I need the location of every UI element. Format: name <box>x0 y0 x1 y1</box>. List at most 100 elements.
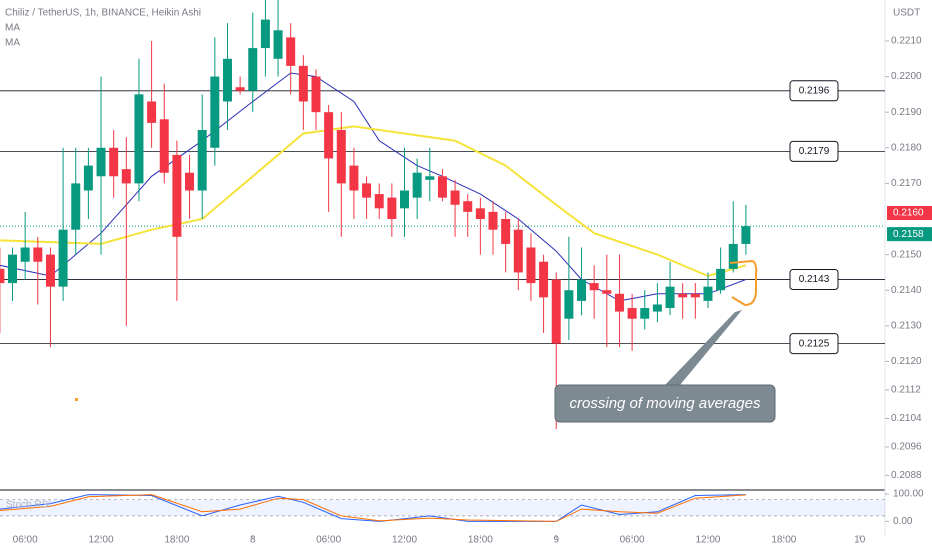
level-tag <box>789 140 839 162</box>
candle-body <box>121 169 131 184</box>
y-tick-label: 0.2150 <box>891 249 922 260</box>
price-tag-label: 0.2158 <box>893 229 924 240</box>
stoch-tick-label: 100.00 <box>893 489 924 500</box>
x-tick-label: 06:00 <box>13 535 38 546</box>
candle-body <box>627 308 637 319</box>
candle-body <box>20 247 30 262</box>
candle-body <box>539 261 549 298</box>
candle-body <box>0 268 5 284</box>
candle-body <box>235 87 245 91</box>
candle-body <box>488 211 498 230</box>
candle-body <box>147 101 157 123</box>
candle-body <box>362 183 372 198</box>
candle-body <box>172 154 182 237</box>
overlay: 0.2210 0.2200 0.2190 0.2180 0.2170 0.2150 0.21… <box>0 36 932 546</box>
candle-body <box>614 293 624 312</box>
y-tick-label: 0.2096 <box>891 442 922 453</box>
candle-body <box>652 304 662 312</box>
y-tick-label: 0.2210 <box>891 36 922 47</box>
candle-body <box>71 183 81 230</box>
candle-body <box>665 286 675 309</box>
y-tick-label: 0.2140 <box>891 285 922 296</box>
candle-body <box>513 229 523 273</box>
x-tick-label: 9 <box>553 535 559 546</box>
legend-entry: MA <box>5 23 20 34</box>
y-tick-label: 0.2180 <box>891 142 922 153</box>
candle-body <box>690 293 700 298</box>
y-tick-label: 0.2130 <box>891 320 922 331</box>
candle-body <box>324 112 334 159</box>
candle-body <box>589 283 599 291</box>
stoch-band <box>0 499 885 516</box>
candle-body <box>602 290 612 294</box>
dot <box>75 398 78 401</box>
candle-body <box>96 147 106 177</box>
x-tick-label: 06:00 <box>620 535 645 546</box>
x-tick-label: 12:00 <box>89 535 114 546</box>
candle-body <box>551 279 561 344</box>
y-tick-label: 0.2170 <box>891 178 922 189</box>
y-tick-label: 0.2200 <box>891 71 922 82</box>
level-label: 0.2125 <box>799 338 830 349</box>
candle-body <box>577 279 587 301</box>
candle-body <box>336 129 346 184</box>
candle-body <box>501 219 511 244</box>
legend-entry: MA <box>5 38 20 49</box>
moving-average <box>0 125 747 278</box>
y-tick-label: 0.2120 <box>891 356 922 367</box>
candle-body <box>45 254 55 287</box>
level-tag <box>789 333 839 355</box>
candle-body <box>463 201 473 212</box>
highlight-bracket <box>729 259 758 307</box>
candle-body <box>640 308 650 319</box>
x-tick-label: 10 <box>854 535 866 546</box>
candle-body <box>564 290 574 319</box>
callout-pointer <box>665 310 742 385</box>
y-tick-label: 0.2112 <box>891 385 921 396</box>
candle-body <box>83 165 93 191</box>
indicator-label: Stoch RSI <box>6 500 51 511</box>
candle-body <box>273 30 283 59</box>
candle-body <box>222 58 232 102</box>
price-tag-label: 0.2160 <box>893 208 924 219</box>
candle-body <box>311 76 321 113</box>
annotation: crossing of moving averages <box>570 395 761 412</box>
candle-body <box>298 65 308 102</box>
level-tag <box>789 80 839 102</box>
x-tick-label: 18:00 <box>468 535 493 546</box>
candle-body <box>248 48 258 91</box>
candle-body <box>134 94 144 184</box>
candle-body <box>437 176 447 198</box>
candle-body <box>8 254 18 284</box>
level-label: 0.2179 <box>799 146 830 157</box>
y-tick-label: 0.2088 <box>891 470 922 481</box>
x-tick-label: 18:00 <box>771 535 796 546</box>
candle-body <box>374 194 384 209</box>
candle-body <box>185 172 195 191</box>
x-tick-label: 18:00 <box>164 535 189 546</box>
candle-body <box>58 229 68 287</box>
chart-title: Chiliz / TetherUS, 1h, BINANCE, Heikin A… <box>5 8 201 19</box>
level-label: 0.2143 <box>799 274 830 285</box>
x-tick-label: 12:00 <box>392 535 417 546</box>
x-tick-label: 8 <box>250 535 256 546</box>
x-tick-label: 12:00 <box>695 535 720 546</box>
candle-body <box>741 226 751 244</box>
candle-body <box>159 119 169 173</box>
candle-body <box>450 190 460 205</box>
y-axis-label: USDT <box>893 8 920 19</box>
candle-body <box>260 19 270 49</box>
candle-body <box>400 190 410 209</box>
candle-body <box>703 286 713 301</box>
candle-body <box>475 208 485 220</box>
candle-body <box>716 268 726 291</box>
price-tag <box>887 206 932 221</box>
main-pane <box>0 0 885 430</box>
x-tick-label: 06:00 <box>316 535 341 546</box>
candle-body <box>412 172 422 198</box>
candle-body <box>349 165 359 191</box>
stoch-tick-label: 0.00 <box>893 516 913 527</box>
candle-body <box>33 247 43 262</box>
